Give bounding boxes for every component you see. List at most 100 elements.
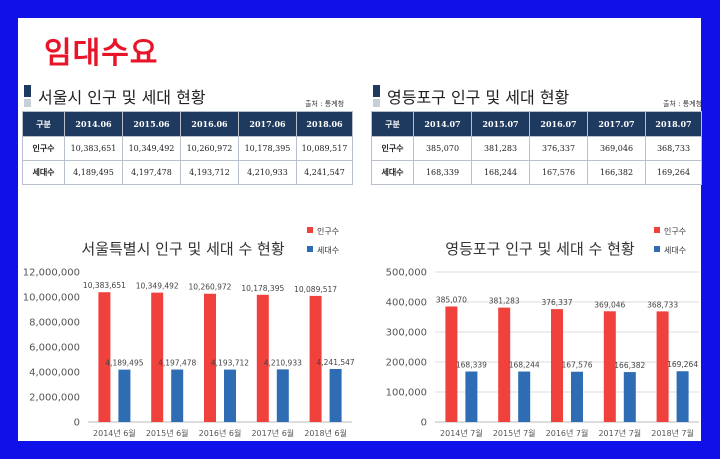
seoul-heading-text: 서울시 인구 및 세대 현황 <box>38 88 206 107</box>
yeongdeungpo-table-row: 인구수 385,070 381,283 376,337 369,046 368,733 <box>371 136 702 161</box>
x-tick-label: 2015년 7월 <box>493 428 536 438</box>
seoul-header-cell: 2015.06 <box>122 111 181 137</box>
y-tick-label: 6,000,000 <box>29 343 80 354</box>
yeongdeungpo-section-heading: 영등포구 인구 및 세대 현황 <box>373 85 623 107</box>
seoul-table-cell: 4,193,712 <box>180 160 239 185</box>
seoul-section-heading: 서울시 인구 및 세대 현황 <box>24 85 274 107</box>
yeongdeungpo-table-cell: 168,339 <box>413 160 472 185</box>
population-bar <box>98 292 111 422</box>
population-bar <box>445 306 458 422</box>
seoul-header-cell: 2017.06 <box>238 111 297 137</box>
seoul-header-cell: 2018.06 <box>296 111 353 137</box>
population-bar <box>204 293 216 422</box>
y-tick-label: 8,000,000 <box>29 318 80 329</box>
yeongdeungpo-table-cell: 385,070 <box>413 136 472 161</box>
seoul-header-cell: 2014.06 <box>64 111 123 137</box>
yeongdeungpo-table-cell: 369,046 <box>587 136 646 161</box>
population-bar <box>603 311 616 422</box>
population-bar <box>256 294 269 422</box>
yeongdeungpo-heading-text: 영등포구 인구 및 세대 현황 <box>387 88 570 107</box>
x-tick-label: 2018년 6월 <box>304 428 347 438</box>
yeongdeungpo-table-cell: 168,244 <box>471 160 530 185</box>
x-tick-label: 2016년 7월 <box>546 428 589 438</box>
legend-label: 인구수 <box>317 226 339 236</box>
population-bar <box>309 295 322 422</box>
seoul-table-cell: 4,189,495 <box>64 160 123 185</box>
data-label: 368,733 <box>647 300 678 309</box>
yeongdeungpo-table-cell: 376,337 <box>529 136 588 161</box>
data-label: 10,089,517 <box>294 285 337 294</box>
y-tick-label: 0 <box>74 418 80 429</box>
seoul-table-cell: 10,349,492 <box>122 136 181 161</box>
yeongdeungpo-table-header-row: 구분 2014.07 2015.07 2016.07 2017.07 2018.07 <box>371 111 702 137</box>
household-bar <box>571 371 583 422</box>
y-tick-label: 500,000 <box>386 268 427 279</box>
seoul-row-label: 인구수 <box>22 136 65 161</box>
heading-marker-light <box>24 99 31 107</box>
heading-marker <box>24 85 31 97</box>
legend-swatch <box>307 227 313 233</box>
data-label: 10,349,492 <box>136 282 179 291</box>
data-label: 167,576 <box>561 361 592 370</box>
household-bar <box>465 371 478 422</box>
yeongdeungpo-table-cell: 169,264 <box>645 160 702 185</box>
data-label: 369,046 <box>594 300 625 309</box>
seoul-table-cell: 10,089,517 <box>296 136 353 161</box>
population-bar <box>151 292 164 422</box>
seoul-table-cell: 4,197,478 <box>122 160 181 185</box>
heading-marker <box>373 85 380 97</box>
legend-swatch <box>654 227 660 233</box>
y-tick-label: 0 <box>421 418 427 429</box>
chart-title: 영등포구 인구 및 세대 수 현황 <box>445 240 635 258</box>
population-bar <box>656 311 669 422</box>
chart-title: 서울특별시 인구 및 세대 수 현황 <box>81 240 284 258</box>
data-label: 4,189,495 <box>105 359 143 368</box>
page-title: 임대수요 <box>44 36 159 71</box>
data-label: 168,244 <box>509 361 540 370</box>
legend-label: 세대수 <box>317 246 339 255</box>
seoul-table-cell: 10,260,972 <box>180 136 239 161</box>
household-bar <box>171 369 184 422</box>
seoul-row-label: 세대수 <box>22 160 65 185</box>
household-bar <box>676 371 689 422</box>
seoul-stats-table: 구분 2014.06 2015.06 2016.06 2017.06 2018.06 인구수… <box>22 111 353 185</box>
legend-swatch <box>307 246 313 252</box>
seoul-table-row: 인구수 10,383,651 10,349,492 10,260,972 10,178,… <box>22 136 353 161</box>
household-bar <box>276 369 289 422</box>
data-label: 376,337 <box>541 298 572 307</box>
seoul-header-cell: 2016.06 <box>180 111 239 137</box>
yeongdeungpo-table-cell: 381,283 <box>471 136 530 161</box>
yeongdeungpo-header-cell: 2015.07 <box>471 111 530 137</box>
legend-label: 세대수 <box>664 246 686 255</box>
yeongdeungpo-header-cell: 2014.07 <box>413 111 472 137</box>
yeongdeungpo-header-cell: 구분 <box>371 111 414 137</box>
household-bar <box>518 371 531 422</box>
yeongdeungpo-source: 출처 : 통계청 <box>663 100 703 108</box>
content-panel: 임대수요 서울시 인구 및 세대 현황 출처 : 통계청 구분 2014.06 20… <box>18 18 703 441</box>
x-tick-label: 2017년 7월 <box>598 428 641 438</box>
data-label: 4,197,478 <box>158 359 196 368</box>
data-label: 385,070 <box>436 295 467 304</box>
x-tick-label: 2016년 6월 <box>199 428 242 438</box>
household-bar <box>623 372 636 422</box>
x-tick-label: 2017년 6월 <box>251 428 294 438</box>
data-label: 168,339 <box>456 360 487 369</box>
y-tick-label: 10,000,000 <box>23 293 80 304</box>
population-bar <box>551 309 563 422</box>
seoul-table-cell: 4,241,547 <box>296 160 353 185</box>
seoul-header-cell: 구분 <box>22 111 65 137</box>
seoul-table-cell: 4,210,933 <box>238 160 297 185</box>
household-bar <box>118 369 131 422</box>
x-tick-label: 2014년 7월 <box>440 428 483 438</box>
seoul-table-cell: 10,383,651 <box>64 136 123 161</box>
data-label: 4,210,933 <box>264 358 302 367</box>
data-label: 169,264 <box>667 360 698 369</box>
yeongdeungpo-header-cell: 2017.07 <box>587 111 646 137</box>
yeongdeungpo-stats-table: 구분 2014.07 2015.07 2016.07 2017.07 2018.07 인구수… <box>371 111 702 185</box>
y-tick-label: 4,000,000 <box>29 368 80 379</box>
y-tick-label: 300,000 <box>386 328 427 339</box>
yeongdeungpo-row-label: 세대수 <box>371 160 414 185</box>
data-label: 166,382 <box>614 361 645 370</box>
